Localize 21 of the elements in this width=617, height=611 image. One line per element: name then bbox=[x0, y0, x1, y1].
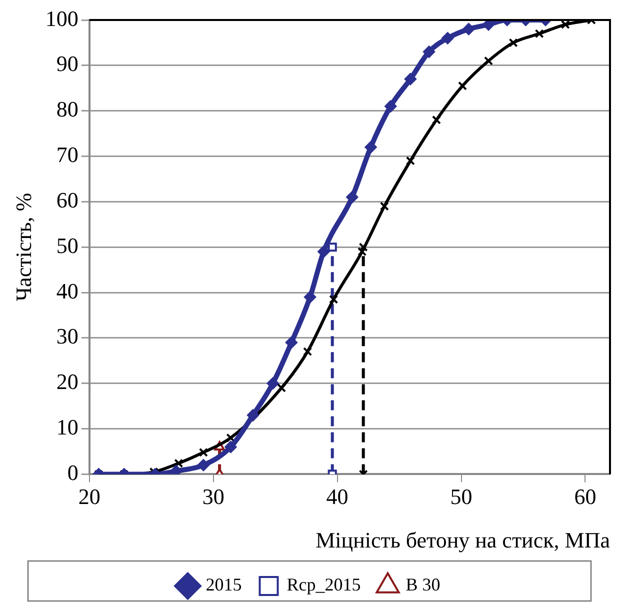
y-tick-label: 90 bbox=[56, 51, 78, 76]
legend-label: 2015 bbox=[206, 574, 242, 595]
y-tick-label: 70 bbox=[56, 142, 78, 168]
legend-label: B 30 bbox=[406, 574, 440, 595]
x-tick-label: 60 bbox=[574, 484, 596, 510]
y-axis-title: Частість, % bbox=[10, 192, 36, 302]
legend-label: Rcp_2015 bbox=[286, 574, 361, 595]
x-tick-label: 50 bbox=[450, 484, 472, 510]
x-tick-label: 40 bbox=[326, 484, 348, 510]
x-tick-label: 20 bbox=[78, 484, 100, 510]
y-tick-label: 30 bbox=[56, 324, 78, 349]
y-tick-label: 20 bbox=[56, 369, 78, 394]
y-tick-label: 60 bbox=[56, 187, 78, 212]
y-tick-label: 40 bbox=[56, 278, 78, 304]
y-tick-label: 10 bbox=[56, 414, 78, 440]
y-tick-label: 50 bbox=[56, 232, 78, 258]
y-tick-label: 100 bbox=[45, 6, 78, 31]
x-axis-title: Міцність бетону на стиск, МПа bbox=[316, 528, 610, 553]
y-tick-label: 0 bbox=[67, 460, 78, 485]
x-tick-label: 30 bbox=[202, 484, 224, 510]
y-tick-label: 80 bbox=[56, 96, 78, 122]
